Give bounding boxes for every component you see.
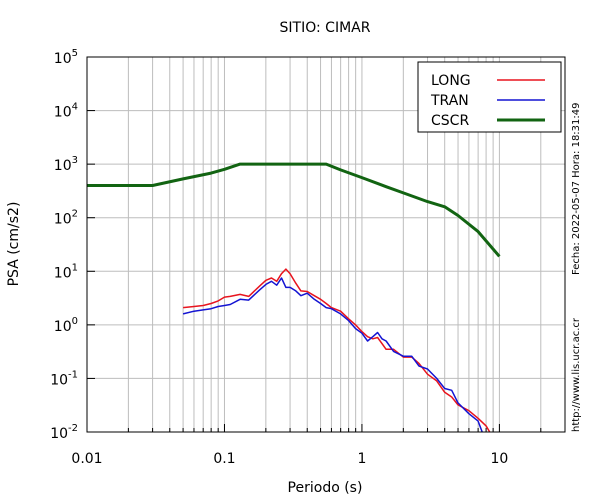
axis-ticks [86,56,566,433]
y-tick-label: 10-1 [50,369,78,388]
legend-label-tran: TRAN [430,93,469,109]
x-tick-label: 0.1 [213,451,235,467]
y-tick-label: 101 [54,262,78,281]
x-tick-label: 1 [357,451,366,467]
date-time-stamp: Fecha: 2022-05-07 Hora: 18:31:49 [571,102,582,276]
y-tick-label: 103 [54,155,78,174]
y-tick-label: 105 [54,48,78,67]
x-tick-label: 0.01 [71,451,102,467]
source-url: http://www.lis.ucr.ac.cr [571,318,582,432]
series-line-tran [182,277,483,433]
legend-label-long: LONG [431,73,471,89]
y-axis-label: PSA (cm/s2) [6,202,22,287]
chart-title: SITIO: CIMAR [280,20,371,36]
y-tick-label: 10-2 [50,423,78,442]
legend-label-cscr: CSCR [431,113,469,129]
x-tick-label: 10 [490,451,508,467]
plot-frame [86,56,566,433]
y-tick-label: 102 [54,209,78,228]
x-tick-labels: 0.01 0.1 1 10 [71,451,508,467]
y-tick-label: 104 [54,102,78,121]
series-line-cscr [87,162,501,258]
y-tick-labels: 10-2 10-1 100 101 102 103 104 105 [50,48,78,442]
legend: LONG TRAN CSCR [417,61,562,133]
series-lines [87,162,501,433]
series-line-long [183,268,491,433]
y-tick-label: 100 [54,316,78,335]
x-axis-label: Periodo (s) [288,480,363,496]
